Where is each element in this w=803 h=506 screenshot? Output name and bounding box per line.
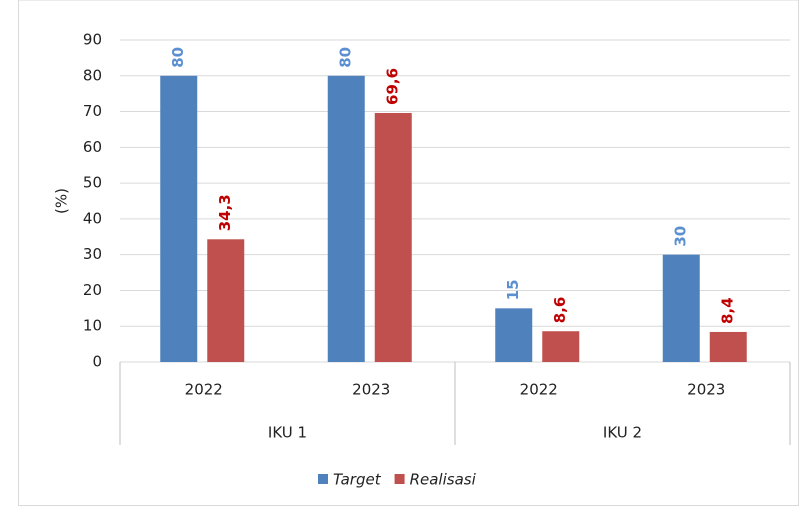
bar — [709, 331, 747, 362]
data-label: 80 — [337, 47, 355, 68]
bar — [542, 331, 580, 362]
y-axis-label: (%) — [53, 188, 71, 214]
y-tick-label: 10 — [83, 317, 102, 335]
data-label: 8,4 — [719, 297, 737, 324]
legend-swatch — [394, 474, 405, 484]
bar — [662, 254, 700, 362]
x-tick-label: 2023 — [352, 381, 390, 399]
data-label: 30 — [672, 226, 690, 247]
data-label: 34,3 — [216, 194, 234, 231]
data-label: 69,6 — [384, 68, 402, 105]
bar — [374, 112, 412, 362]
y-tick-label: 0 — [92, 353, 102, 371]
y-tick-label: 20 — [83, 281, 102, 299]
x-tick-label: 2022 — [520, 381, 558, 399]
group-label: IKU 2 — [603, 424, 642, 442]
data-label: 8,6 — [551, 297, 569, 324]
x-tick-label: 2022 — [185, 381, 223, 399]
x-tick-label: 2023 — [687, 381, 725, 399]
data-label: 80 — [169, 47, 187, 68]
y-tick-label: 80 — [83, 66, 102, 84]
data-label: 15 — [504, 279, 522, 300]
y-tick-label: 40 — [83, 209, 102, 227]
bar — [207, 239, 245, 362]
bar — [327, 75, 365, 363]
legend-label: Realisasi — [410, 471, 477, 489]
legend-label: Target — [333, 471, 382, 489]
bar — [495, 308, 533, 362]
y-tick-label: 30 — [83, 245, 102, 263]
group-label: IKU 1 — [268, 424, 307, 442]
bar — [160, 75, 198, 363]
y-tick-label: 90 — [83, 31, 102, 49]
legend-swatch — [318, 474, 328, 484]
y-tick-label: 50 — [83, 174, 102, 192]
y-tick-label: 60 — [83, 138, 102, 156]
y-tick-label: 70 — [83, 102, 102, 120]
